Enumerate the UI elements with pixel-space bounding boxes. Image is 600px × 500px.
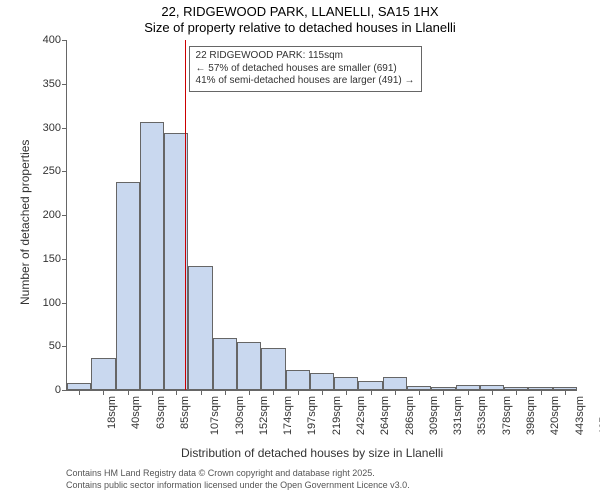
x-tick-mark	[103, 390, 104, 395]
x-tick-mark	[371, 390, 372, 395]
annotation-larger: 41% of semi-detached houses are larger (…	[196, 75, 415, 88]
x-tick-label: 197sqm	[307, 396, 319, 435]
y-tick-mark	[62, 128, 67, 129]
x-tick-mark	[273, 390, 274, 395]
histogram-bar	[334, 377, 358, 390]
x-tick-label: 353sqm	[477, 396, 489, 435]
x-tick-label: 107sqm	[209, 396, 221, 435]
y-tick-mark	[62, 346, 67, 347]
histogram-bar	[286, 370, 310, 390]
y-tick-mark	[62, 40, 67, 41]
x-tick-mark	[443, 390, 444, 395]
x-axis-label: Distribution of detached houses by size …	[181, 446, 443, 460]
x-tick-label: 130sqm	[234, 396, 246, 435]
x-tick-label: 219sqm	[331, 396, 343, 435]
x-tick-mark	[468, 390, 469, 395]
x-tick-mark	[128, 390, 129, 395]
histogram-bar	[140, 122, 164, 390]
y-tick-mark	[62, 303, 67, 304]
histogram-bar	[188, 266, 212, 390]
x-tick-mark	[565, 390, 566, 395]
footer-line-2: Contains public sector information licen…	[66, 480, 410, 492]
x-tick-label: 264sqm	[379, 396, 391, 435]
x-tick-label: 286sqm	[404, 396, 416, 435]
histogram-bar	[91, 358, 115, 390]
property-size-chart: 22, RIDGEWOOD PARK, LLANELLI, SA15 1HX S…	[0, 0, 600, 500]
y-tick-mark	[62, 215, 67, 216]
y-tick-mark	[62, 259, 67, 260]
chart-title: 22, RIDGEWOOD PARK, LLANELLI, SA15 1HX S…	[0, 0, 600, 37]
y-axis-label: Number of detached properties	[18, 140, 32, 305]
title-line-2: Size of property relative to detached ho…	[0, 20, 600, 36]
x-tick-mark	[346, 390, 347, 395]
title-line-1: 22, RIDGEWOOD PARK, LLANELLI, SA15 1HX	[0, 4, 600, 20]
y-tick-mark	[62, 84, 67, 85]
x-tick-label: 331sqm	[452, 396, 464, 435]
histogram-bar	[213, 338, 237, 390]
x-tick-mark	[419, 390, 420, 395]
histogram-bar	[358, 381, 382, 390]
x-tick-label: 174sqm	[282, 396, 294, 435]
x-tick-label: 398sqm	[525, 396, 537, 435]
x-tick-label: 378sqm	[501, 396, 513, 435]
x-tick-label: 242sqm	[355, 396, 367, 435]
x-tick-label: 63sqm	[155, 396, 167, 429]
y-tick-mark	[62, 171, 67, 172]
x-tick-mark	[298, 390, 299, 395]
plot-area: 22 RIDGEWOOD PARK: 115sqm ← 57% of detac…	[66, 40, 577, 391]
x-tick-label: 309sqm	[428, 396, 440, 435]
x-tick-label: 85sqm	[179, 396, 191, 429]
footer-line-1: Contains HM Land Registry data © Crown c…	[66, 468, 410, 480]
x-tick-label: 443sqm	[574, 396, 586, 435]
x-tick-mark	[225, 390, 226, 395]
reference-line	[185, 40, 186, 390]
histogram-bar	[116, 182, 140, 390]
x-tick-label: 18sqm	[106, 396, 118, 429]
x-tick-mark	[201, 390, 202, 395]
histogram-bar	[261, 348, 285, 390]
histogram-bar	[237, 342, 261, 390]
x-tick-mark	[492, 390, 493, 395]
chart-footer: Contains HM Land Registry data © Crown c…	[66, 468, 410, 491]
histogram-bar	[67, 383, 91, 390]
annotation-property: 22 RIDGEWOOD PARK: 115sqm	[196, 50, 415, 63]
x-tick-mark	[176, 390, 177, 395]
x-tick-mark	[541, 390, 542, 395]
x-tick-label: 152sqm	[258, 396, 270, 435]
annotation-smaller: ← 57% of detached houses are smaller (69…	[196, 63, 415, 76]
x-tick-label: 420sqm	[549, 396, 561, 435]
histogram-bar	[310, 373, 334, 391]
x-tick-label: 40sqm	[130, 396, 142, 429]
histogram-bar	[383, 377, 407, 390]
x-tick-mark	[249, 390, 250, 395]
x-tick-mark	[152, 390, 153, 395]
x-tick-mark	[322, 390, 323, 395]
annotation-box: 22 RIDGEWOOD PARK: 115sqm ← 57% of detac…	[189, 46, 422, 92]
y-tick-mark	[62, 390, 67, 391]
x-tick-mark	[395, 390, 396, 395]
x-tick-mark	[79, 390, 80, 395]
x-tick-mark	[516, 390, 517, 395]
